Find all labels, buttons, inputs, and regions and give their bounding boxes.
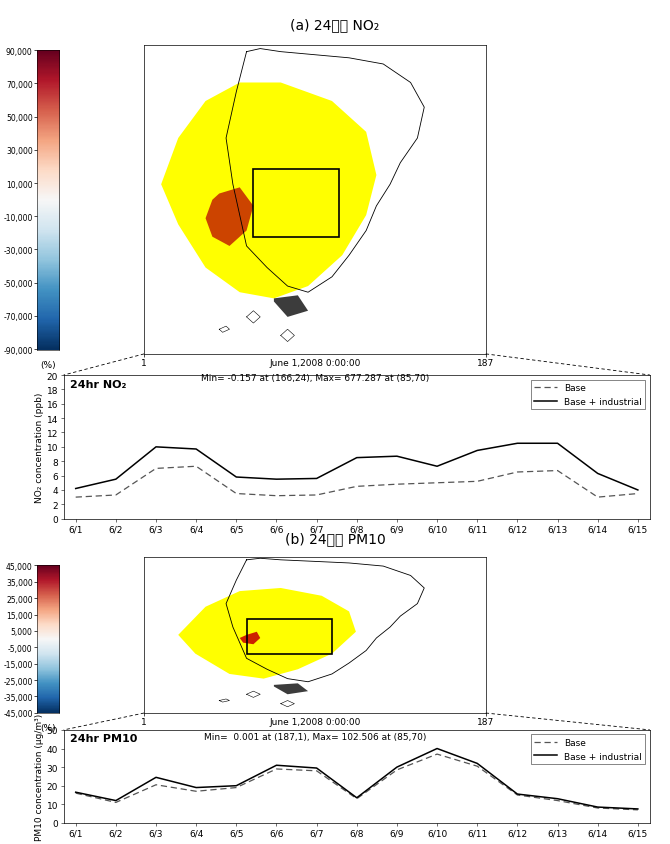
Polygon shape (178, 588, 356, 679)
Polygon shape (274, 684, 308, 695)
Text: 24hr NO₂: 24hr NO₂ (70, 380, 126, 390)
Text: (b) 24시간 PM10: (b) 24시간 PM10 (285, 532, 385, 546)
Polygon shape (206, 188, 253, 246)
Text: (a) 24시간 NO₂: (a) 24시간 NO₂ (290, 19, 380, 33)
Bar (253, 170, 339, 237)
Text: June 1,2008 0:00:00: June 1,2008 0:00:00 (269, 717, 360, 727)
Polygon shape (274, 296, 308, 317)
Y-axis label: NO₂ concentration (ppb): NO₂ concentration (ppb) (35, 392, 44, 502)
Text: (%): (%) (40, 360, 56, 370)
Text: June 1,2008 0:00:00: June 1,2008 0:00:00 (269, 359, 360, 368)
Legend: Base, Base + industrial: Base, Base + industrial (531, 734, 645, 765)
Bar (247, 619, 332, 654)
Text: (%): (%) (40, 723, 56, 733)
Text: 24hr PM10: 24hr PM10 (70, 733, 137, 743)
Polygon shape (144, 46, 486, 354)
Y-axis label: PM10 concentration (μg/m³): PM10 concentration (μg/m³) (35, 713, 44, 840)
Text: Min= -0.157 at (166,24), Max= 677.287 at (85,70): Min= -0.157 at (166,24), Max= 677.287 at… (201, 374, 429, 383)
Text: Min=  0.001 at (187,1), Max= 102.506 at (85,70): Min= 0.001 at (187,1), Max= 102.506 at (… (204, 733, 426, 742)
Legend: Base, Base + industrial: Base, Base + industrial (531, 380, 645, 410)
Polygon shape (240, 632, 260, 645)
Polygon shape (161, 84, 377, 299)
Polygon shape (144, 557, 486, 713)
